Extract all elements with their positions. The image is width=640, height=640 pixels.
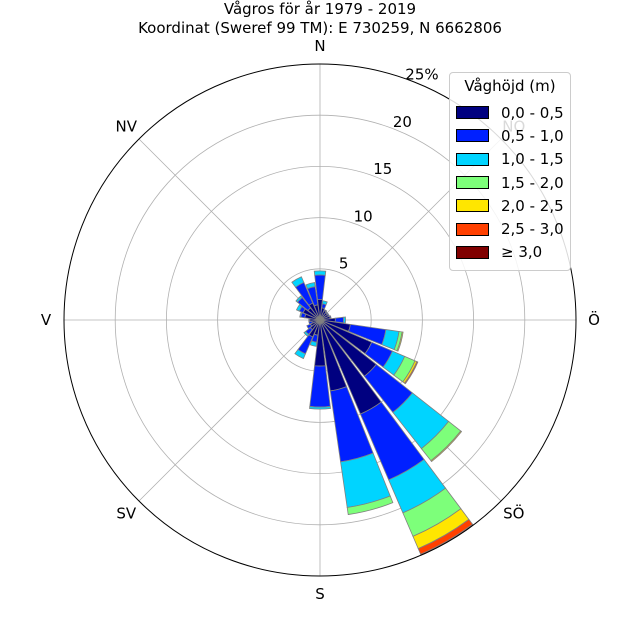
legend-label: 2,0 - 2,5 bbox=[501, 196, 564, 215]
direction-label: S bbox=[315, 585, 325, 603]
direction-label: NV bbox=[116, 117, 138, 135]
bar-segment bbox=[328, 315, 332, 319]
legend-label: 0,5 - 1,0 bbox=[501, 126, 564, 145]
bar-segment bbox=[303, 330, 310, 337]
direction-label: SV bbox=[116, 505, 137, 523]
direction-bar bbox=[305, 282, 321, 321]
legend-entry: 0,5 - 1,0 bbox=[450, 124, 570, 147]
bar-segment bbox=[295, 304, 303, 312]
direction-bar bbox=[295, 295, 321, 321]
bar-segment bbox=[299, 311, 303, 318]
bar-segment bbox=[323, 309, 328, 313]
bar-segment bbox=[294, 348, 306, 360]
legend-swatch bbox=[456, 129, 489, 143]
bar-segment bbox=[321, 300, 328, 306]
legend-swatch bbox=[456, 199, 489, 213]
legend-swatch bbox=[456, 222, 489, 236]
radial-tick-label: 25% bbox=[405, 65, 438, 83]
legend-swatch bbox=[456, 176, 489, 190]
radial-tick-label: 5 bbox=[339, 255, 349, 273]
bar-segment bbox=[291, 276, 305, 288]
direction-bar bbox=[319, 319, 394, 516]
legend-label: 1,5 - 2,0 bbox=[501, 173, 564, 192]
bar-segment bbox=[305, 282, 316, 290]
bar-segment bbox=[308, 318, 311, 322]
legend: Våghöjd (m) 0,0 - 0,5 0,5 - 1,0 1,0 - 1,5 1… bbox=[449, 72, 571, 271]
legend-label: 1,0 - 1,5 bbox=[501, 150, 564, 169]
bar-segment bbox=[313, 270, 327, 276]
bar-segment bbox=[430, 430, 463, 463]
chart-title-line2: Koordinat (Sweref 99 TM): E 730259, N 66… bbox=[138, 19, 502, 37]
bar-segment bbox=[309, 340, 318, 347]
legend-title: Våghöjd (m) bbox=[464, 77, 556, 95]
legend-entry: ≥ 3,0 bbox=[450, 241, 570, 264]
legend-entries: 0,0 - 0,5 0,5 - 1,0 1,0 - 1,5 1,5 - 2,0 2,0 … bbox=[450, 101, 570, 264]
radial-tick-label: 10 bbox=[354, 207, 373, 225]
outer-circle bbox=[63, 63, 577, 577]
legend-entry: 1,5 - 2,0 bbox=[450, 171, 570, 194]
radial-tick-label: 15 bbox=[373, 160, 392, 178]
chart-title-line1: Vågros för år 1979 - 2019 bbox=[223, 0, 417, 18]
direction-bar bbox=[319, 319, 474, 556]
legend-entry: 2,5 - 3,0 bbox=[450, 217, 570, 240]
direction-bar bbox=[291, 276, 321, 321]
bar-segment bbox=[306, 323, 313, 330]
chart-title: Vågros för år 1979 - 2019 Koordinat (Swe… bbox=[0, 0, 640, 38]
direction-bar bbox=[295, 304, 321, 321]
direction-label: N bbox=[314, 37, 325, 55]
direction-label: SÖ bbox=[503, 504, 524, 523]
grid-spoke bbox=[138, 138, 321, 321]
direction-bar bbox=[313, 270, 327, 321]
direction-bar bbox=[319, 319, 404, 352]
direction-bar bbox=[319, 319, 463, 463]
direction-bar bbox=[303, 319, 321, 337]
legend-entry: 1,0 - 1,5 bbox=[450, 148, 570, 171]
grid-spoke bbox=[138, 319, 321, 502]
bar-segment bbox=[346, 495, 394, 516]
bar-segment bbox=[403, 361, 419, 385]
legend-label: 2,5 - 3,0 bbox=[501, 220, 564, 239]
bar-segment bbox=[334, 316, 344, 324]
legend-entry: 0,0 - 0,5 bbox=[450, 101, 570, 124]
legend-label: ≥ 3,0 bbox=[501, 243, 543, 262]
radial-tick-label: 20 bbox=[393, 113, 412, 131]
bar-segment bbox=[309, 405, 331, 410]
legend-entry: 2,0 - 2,5 bbox=[450, 194, 570, 217]
legend-swatch bbox=[456, 152, 489, 166]
direction-label: Ö bbox=[588, 310, 600, 329]
bar-segment bbox=[342, 316, 347, 324]
legend-swatch bbox=[456, 245, 489, 259]
legend-swatch bbox=[456, 106, 489, 120]
direction-bar bbox=[309, 319, 331, 410]
bar-segment bbox=[396, 331, 404, 352]
direction-label: V bbox=[41, 311, 52, 329]
direction-bar bbox=[294, 319, 321, 360]
bar-segment bbox=[295, 295, 303, 303]
direction-bar bbox=[319, 316, 347, 324]
direction-bar bbox=[319, 319, 419, 385]
legend-label: 0,0 - 0,5 bbox=[501, 103, 564, 122]
